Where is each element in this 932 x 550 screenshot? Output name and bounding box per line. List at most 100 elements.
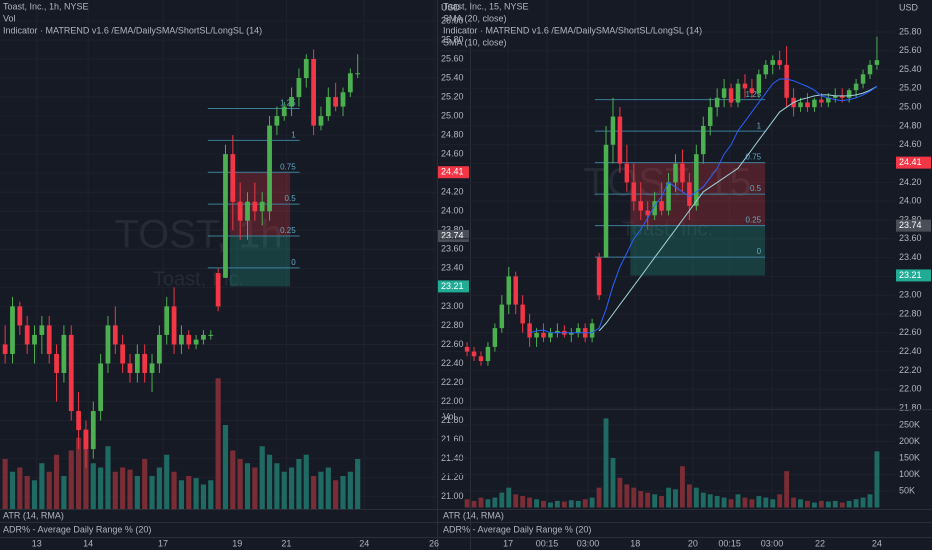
price-tag: [896, 219, 931, 232]
candle-body: [701, 125, 706, 155]
volume-bar: [756, 495, 762, 508]
volume-bar: [659, 495, 665, 508]
volume-bar: [90, 463, 96, 510]
candle-body: [171, 306, 177, 345]
volume-bar: [61, 476, 67, 510]
volume-bar: [791, 497, 797, 508]
volume-bar: [296, 459, 302, 510]
candle-body: [32, 334, 37, 345]
y-tick-label: 23.80: [899, 214, 922, 224]
candle-body: [318, 116, 324, 126]
candle-body: [694, 154, 699, 206]
candle-body: [90, 411, 96, 450]
candle-body: [735, 83, 741, 103]
volume-bar: [860, 497, 866, 508]
candle-body: [10, 306, 15, 354]
y-tick-label: 25.60: [441, 53, 464, 63]
candle-body: [303, 58, 309, 79]
fib-label: 1.25: [746, 90, 762, 99]
candle-body: [2, 344, 8, 354]
candle-body: [763, 64, 769, 75]
volume-bar: [811, 502, 817, 508]
candle-body: [728, 88, 734, 103]
volume-bar: [17, 467, 23, 510]
volume-bar: [31, 480, 38, 510]
candle-body: [164, 306, 170, 335]
volume-bar: [645, 492, 651, 508]
volume-bar: [673, 489, 678, 508]
candle-body: [819, 99, 824, 103]
volume-bar: [700, 492, 706, 508]
candle-body: [347, 73, 353, 93]
volume-bar: [318, 471, 324, 510]
volume-bar: [347, 471, 353, 510]
y-tick-label: 22.20: [441, 377, 464, 387]
watermark: Toast, Inc.: [153, 268, 244, 290]
x-tick-label: 20: [688, 538, 698, 548]
volume-bar: [728, 499, 734, 508]
candle-body: [874, 60, 880, 65]
candle-body: [230, 154, 236, 202]
candle-body: [340, 92, 346, 107]
candle-body: [687, 182, 692, 206]
volume-bar: [215, 378, 221, 510]
y-tick-label: 22.60: [899, 327, 922, 337]
volume-bar: [527, 497, 533, 508]
volume-bar: [208, 480, 214, 510]
volume-bar: [149, 476, 155, 510]
volume-bar: [333, 480, 339, 510]
y-tick-label: 21.20: [441, 472, 464, 482]
pane-label: ADR% - Average Daily Range % (20): [3, 524, 151, 534]
y-tick-label: 24.20: [899, 177, 922, 187]
volume-bar: [340, 476, 346, 510]
volume-bar: [589, 497, 595, 508]
pane-label: ATR (14, RMA): [443, 510, 504, 520]
y-tick-label: 23.60: [899, 233, 922, 243]
x-tick-label: 17: [503, 538, 513, 548]
volume-bar: [561, 501, 567, 508]
candle-body: [659, 201, 664, 211]
candle-body: [245, 201, 250, 221]
y-tick-label: 25.20: [441, 91, 464, 101]
volume-bar: [485, 499, 491, 508]
x-tick-label: 17: [158, 538, 168, 548]
price-tag: [896, 269, 931, 282]
candle-body: [617, 116, 623, 164]
volume-bar: [492, 497, 498, 508]
target-zone: [229, 235, 291, 287]
volume-bar: [222, 425, 229, 510]
candle-body: [193, 339, 199, 345]
volume-bar: [230, 450, 236, 510]
volume-label: Vol: [443, 411, 456, 421]
y-tick-label: 24.60: [899, 139, 922, 149]
indicator-label: Indicator · MATREND v1.6 /EMA/DailySMA/S…: [3, 25, 262, 35]
y-tick-label: 23.80: [441, 225, 464, 235]
y-tick-label: 24.60: [441, 149, 464, 159]
currency-label: USD: [899, 2, 919, 12]
volume-bar: [252, 467, 258, 510]
fib-label: 1.25: [280, 99, 296, 108]
chart: 21.8022.0022.2022.4022.6022.8023.0023.20…: [440, 0, 932, 548]
volume-bar: [742, 497, 748, 508]
fib-label: 1: [757, 121, 762, 130]
volume-bar: [624, 484, 630, 508]
y-tick-label: 21.80: [899, 402, 922, 412]
candle-body: [860, 74, 866, 84]
volume-bar: [303, 454, 309, 510]
volume-bar: [355, 459, 361, 510]
candle-body: [853, 83, 859, 91]
currency-label: USD: [441, 2, 461, 12]
volume-bar: [98, 467, 104, 510]
candle-body: [311, 58, 316, 126]
price-tag-label: 24.41: [899, 157, 922, 167]
candle-body: [46, 325, 52, 354]
volume-bar: [311, 476, 317, 510]
volume-bar: [325, 467, 331, 510]
candle-body: [274, 116, 280, 126]
volume-bar: [610, 458, 616, 508]
volume-bar: [603, 418, 609, 508]
candle-body: [39, 325, 45, 335]
price-tag-label: 23.74: [899, 220, 922, 230]
volume-bar: [193, 478, 199, 510]
volume-bar: [142, 459, 148, 510]
